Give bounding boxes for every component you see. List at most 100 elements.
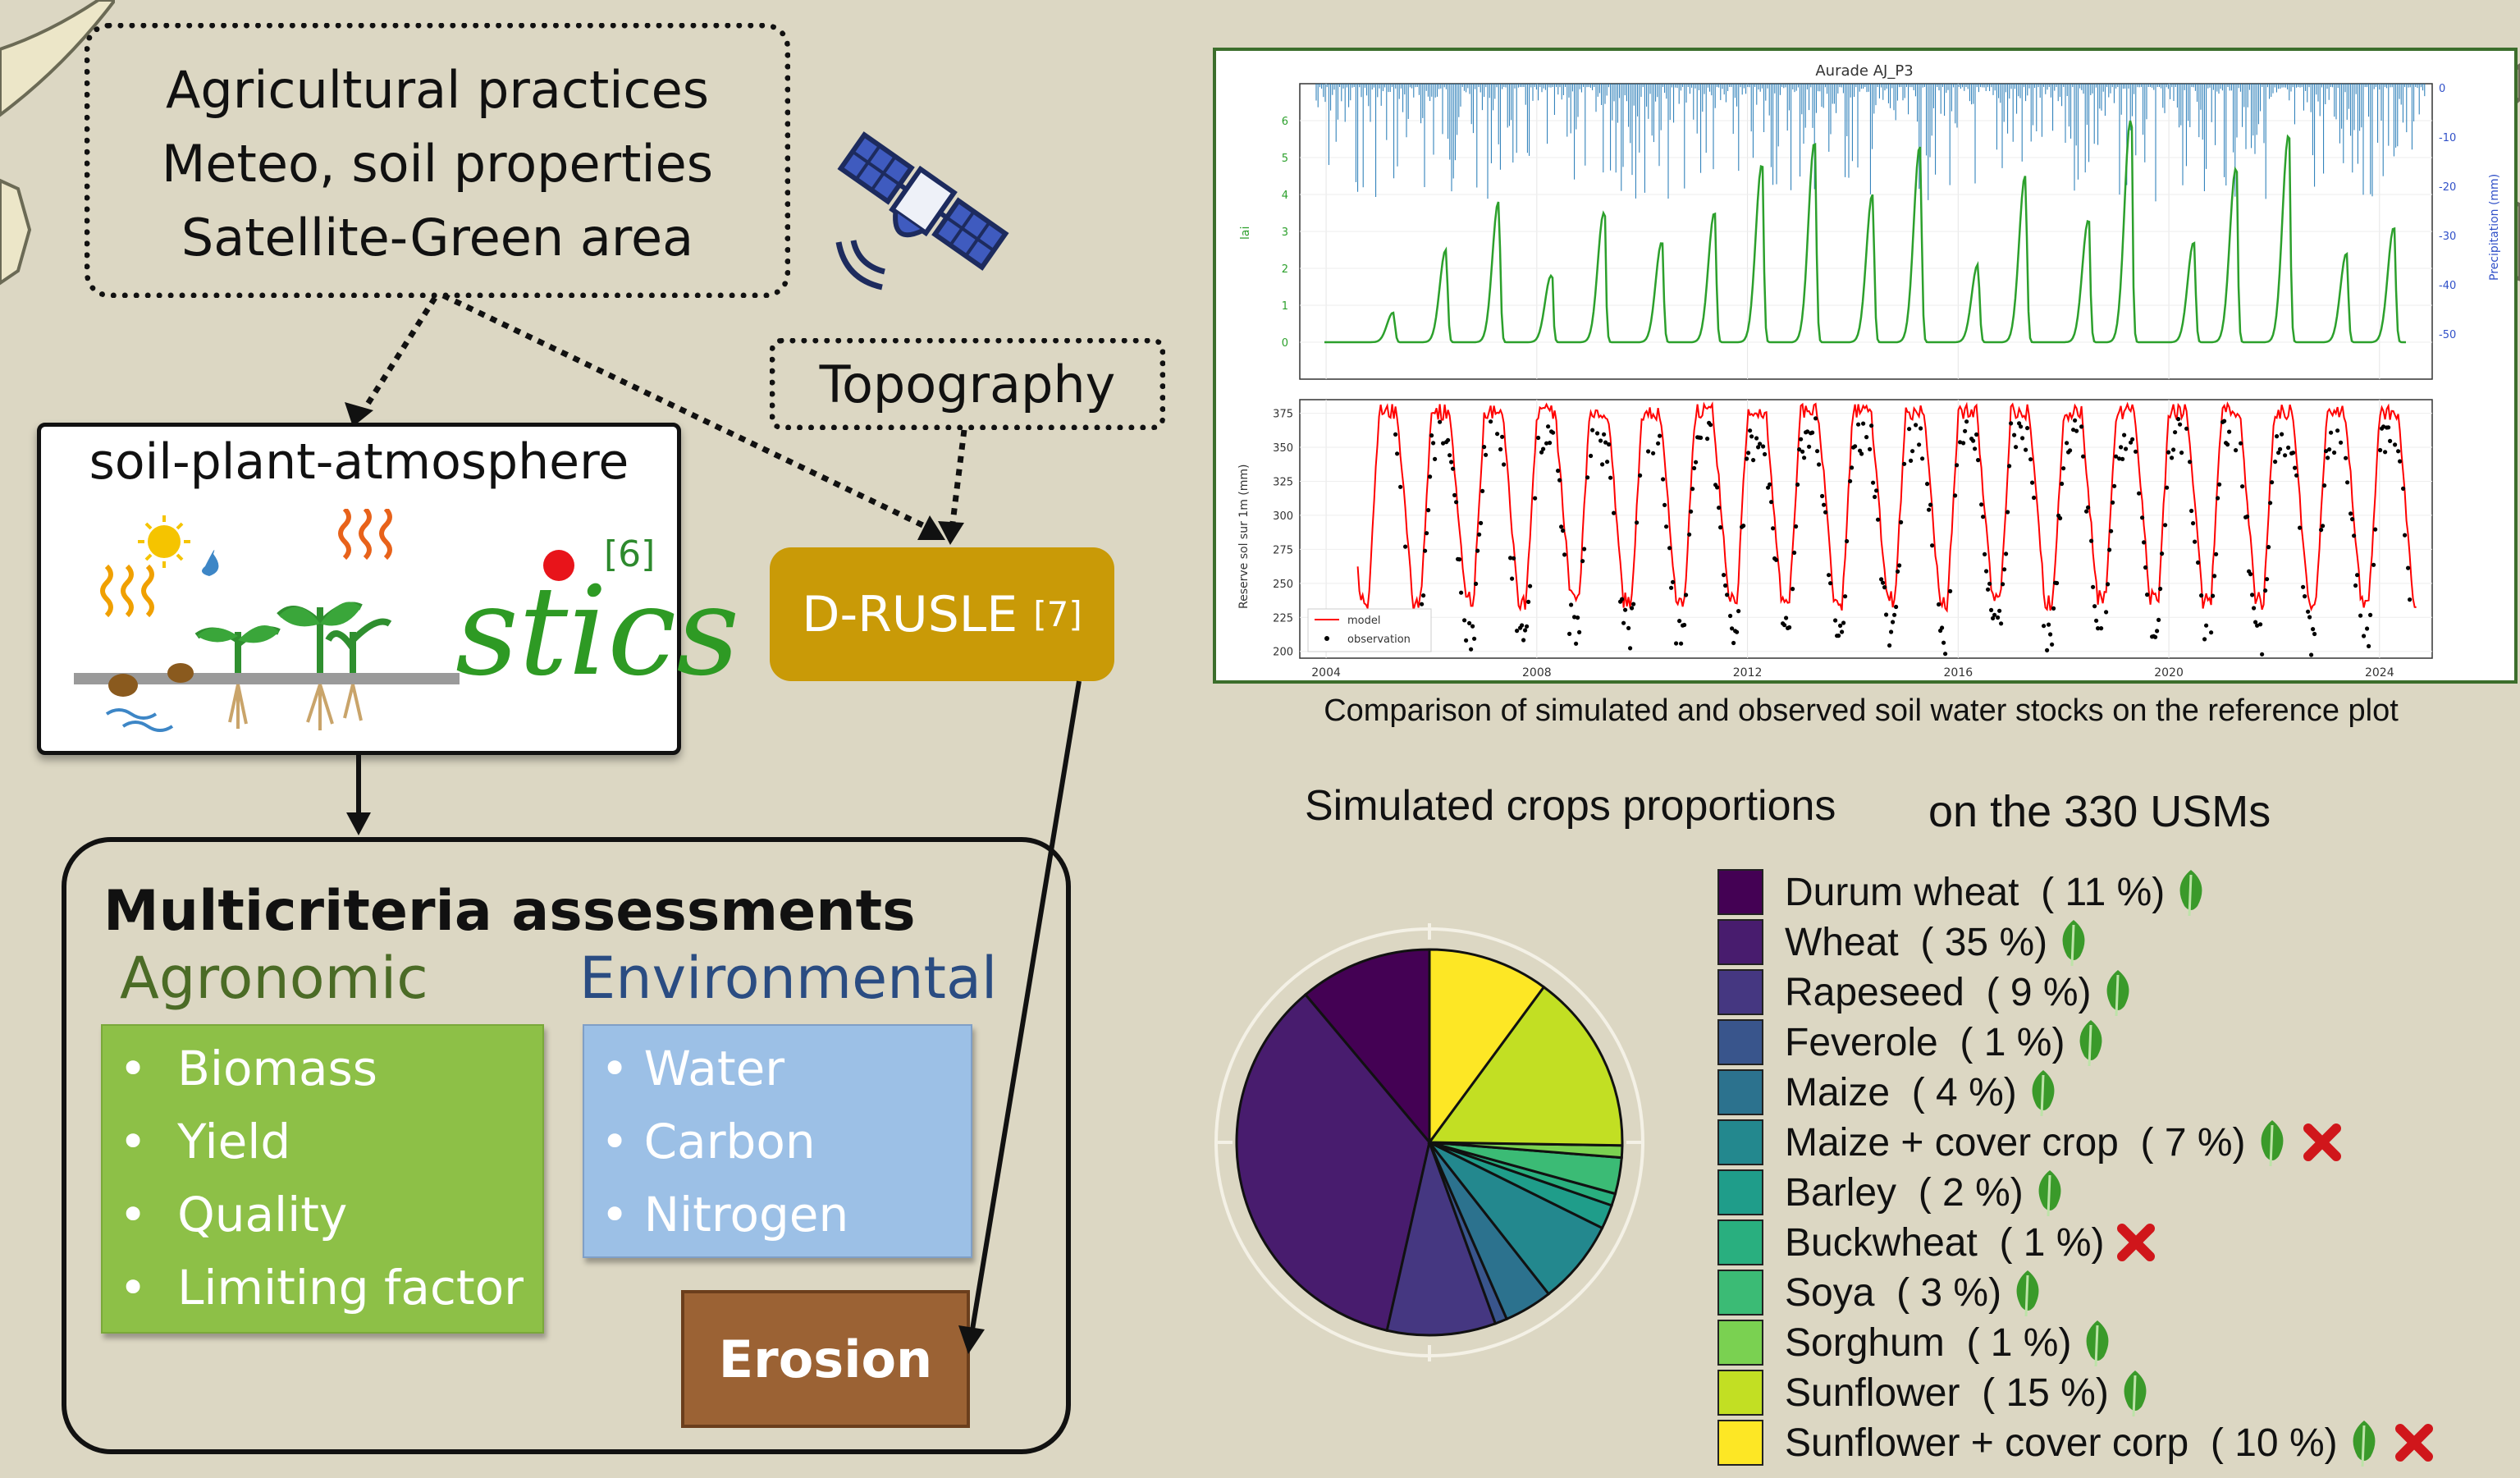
multicriteria-title: Multicriteria assessments	[103, 879, 916, 944]
observation-point	[2117, 456, 2122, 461]
observation-point	[1791, 587, 1795, 592]
observation-point	[2020, 436, 2025, 441]
legend-label: Sorghum	[1785, 1320, 1945, 1365]
observation-point	[2120, 456, 2125, 461]
observation-point	[2155, 629, 2160, 634]
observation-point	[2326, 455, 2330, 460]
observation-point	[1864, 435, 1869, 440]
pie-title-part2: on the 330 USMs	[1928, 787, 2271, 836]
observation-point	[1943, 652, 1948, 657]
legend-swatch	[1717, 1420, 1763, 1466]
x-tick-label: 2008	[1522, 666, 1552, 680]
observation-point	[2321, 524, 2326, 529]
observation-point	[1754, 436, 1759, 441]
observation-point	[2216, 496, 2220, 501]
bottom-y-tick-label: 250	[1273, 579, 1293, 591]
legend-item: Wheat ( 35 %)	[1717, 918, 2092, 967]
observation-point	[2094, 618, 2099, 623]
observation-point	[1850, 465, 1855, 470]
legend-item: Sunflower + cover corp ( 10 %)	[1717, 1419, 2435, 1467]
observation-point	[1438, 419, 1443, 424]
observation-point	[1937, 602, 1941, 607]
legend-item: Rapeseed ( 9 %)	[1717, 968, 2136, 1017]
bottom-y-tick-label: 200	[1273, 647, 1293, 659]
observation-point	[1661, 477, 1666, 482]
observation-point	[2114, 454, 2119, 459]
observation-point	[2403, 533, 2408, 538]
observation-point	[2048, 632, 2053, 637]
observation-point	[1669, 585, 1674, 590]
observation-point	[2353, 583, 2358, 588]
observation-point	[1807, 444, 1812, 449]
observation-point	[1979, 502, 1984, 507]
bottom-y-tick-label: 275	[1273, 544, 1293, 556]
observation-point	[1761, 444, 1766, 449]
observation-point	[1623, 607, 1628, 612]
observation-point	[1426, 508, 1431, 513]
observation-point	[2239, 441, 2243, 446]
observation-point	[2032, 495, 2037, 501]
legend-label: Sunflower + cover corp	[1785, 1421, 2189, 1465]
observation-point	[2214, 551, 2219, 556]
observation-point	[1992, 612, 1997, 617]
observation-point	[1646, 449, 1651, 454]
observation-point	[1859, 451, 1864, 456]
observation-point	[2178, 422, 2183, 427]
cross-icon	[2394, 1424, 2433, 1462]
observation-point	[1955, 463, 1960, 468]
observation-point	[2291, 451, 2296, 455]
observation-point	[1687, 532, 1692, 537]
observation-point	[2137, 491, 2142, 496]
legend-percent: ( 2 %)	[1896, 1170, 2024, 1215]
observation-point	[1694, 460, 1699, 464]
observation-point	[1987, 581, 1992, 586]
observation-point	[1605, 460, 1610, 464]
observation-point	[2004, 551, 2009, 556]
observation-point	[2270, 480, 2275, 485]
bottom-y-tick-label: 375	[1273, 409, 1293, 421]
observation-point	[1474, 581, 1479, 587]
observation-point	[1769, 500, 1774, 505]
observation-point	[1620, 597, 1625, 602]
observation-point	[1823, 510, 1828, 515]
soil-water-plot-graphics: Aurade AJ_P3 2004 2008 2012 2016 2020 2024 6 5 4…	[1237, 62, 2501, 680]
right-y-tick-label: -20	[2439, 181, 2456, 194]
criterion-item: • Yield	[119, 1114, 291, 1169]
observation-point	[1984, 569, 1989, 574]
criterion-item: • Limiting factor	[119, 1260, 524, 1316]
legend-percent: ( 11 %)	[2019, 870, 2166, 914]
observation-point	[1838, 623, 1843, 629]
observation-point	[2134, 449, 2138, 454]
legend-item: Buckwheat ( 1 %)	[1717, 1219, 2156, 1266]
observation-point	[1828, 581, 1833, 586]
observation-point	[2091, 584, 2096, 589]
observation-point	[2028, 457, 2033, 462]
legend-swatch	[1717, 1270, 1763, 1316]
observation-point	[1983, 551, 1987, 557]
observation-point	[2030, 480, 2035, 485]
observation-point	[1917, 442, 1922, 447]
legend-swatch	[1717, 1069, 1763, 1115]
observation-point	[1576, 615, 1580, 620]
observation-point	[2107, 547, 2112, 552]
precipitation-series	[1315, 84, 2426, 202]
observation-point	[1484, 452, 1489, 457]
observation-point	[1748, 428, 1753, 433]
observation-point	[1607, 442, 1612, 447]
observation-point	[2005, 510, 2010, 515]
observation-point	[1782, 623, 1787, 628]
observation-point	[2278, 446, 2283, 451]
observation-point	[1749, 434, 1754, 439]
observation-point	[2007, 464, 2012, 469]
observation-point	[1467, 620, 1472, 626]
legend-percent: ( 4 %)	[1890, 1070, 2017, 1114]
observation-point	[1817, 462, 1822, 467]
observation-point	[2084, 509, 2089, 514]
observation-point	[1595, 431, 1600, 436]
leaf-icon	[2179, 870, 2202, 917]
observation-point	[1651, 451, 1656, 455]
observation-point	[1548, 441, 1553, 446]
observation-point	[2240, 484, 2245, 489]
observation-point	[1841, 620, 1846, 625]
observation-point	[1907, 427, 1912, 432]
